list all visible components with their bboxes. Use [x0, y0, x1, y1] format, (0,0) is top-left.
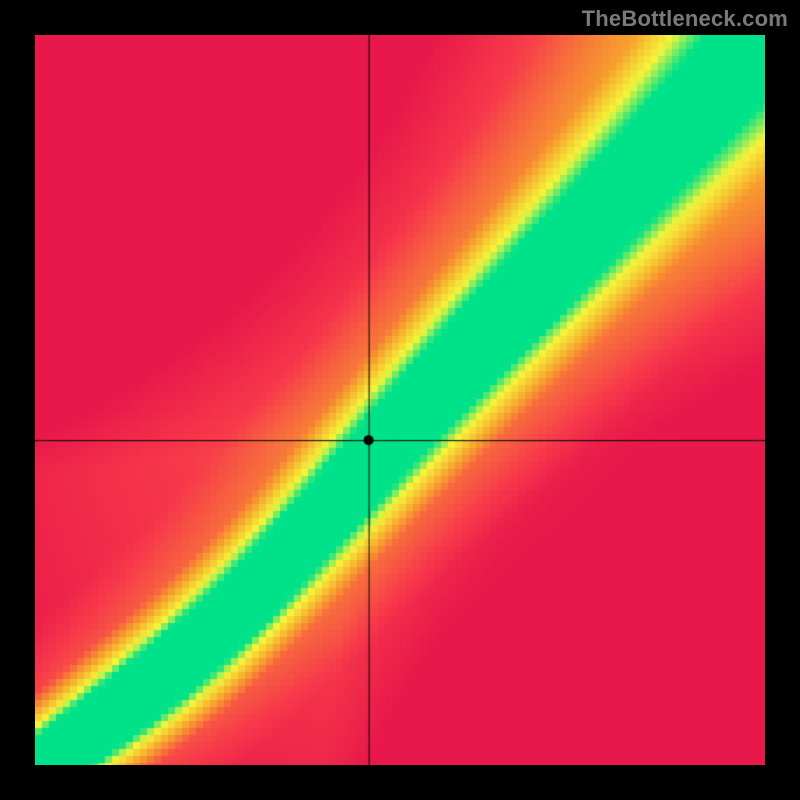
- chart-container: TheBottleneck.com: [0, 0, 800, 800]
- bottleneck-heatmap: [35, 35, 765, 765]
- watermark-label: TheBottleneck.com: [582, 6, 788, 32]
